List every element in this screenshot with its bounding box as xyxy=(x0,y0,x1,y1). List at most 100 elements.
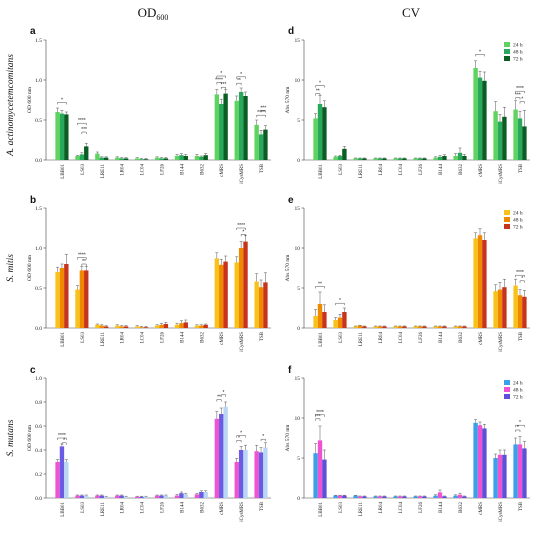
row-label-s-mutans: S. mutans xyxy=(6,419,16,456)
bar-cmrs-48h xyxy=(477,77,483,160)
bar-icysmrs-72h xyxy=(502,287,507,328)
y-tick-label: 0.0 xyxy=(35,158,42,164)
significance-bracket xyxy=(61,442,67,445)
x-category-label: cMRS xyxy=(220,164,225,177)
bar-lr04-72h xyxy=(123,158,129,160)
significance-bracket xyxy=(475,54,485,57)
bar-b632-48h xyxy=(457,494,463,498)
significance-bracket xyxy=(221,394,226,397)
y-tick-label: 10 xyxy=(295,78,301,84)
bar-b144-72h xyxy=(183,156,188,160)
x-category-label: B144 xyxy=(180,164,185,175)
significance-label: **** xyxy=(237,223,245,229)
bar-icysmrs-48h xyxy=(497,289,503,328)
bar-tsb-48h xyxy=(258,134,264,160)
bar-lbb01-24h xyxy=(55,112,60,160)
x-category-label: LRE11 xyxy=(359,164,364,179)
bar-lr04-48h xyxy=(377,326,383,328)
significance-bracket xyxy=(315,85,325,88)
bar-lf26-24h xyxy=(413,496,418,498)
significance-bracket xyxy=(216,399,222,402)
bar-lf26-72h xyxy=(163,324,169,328)
bar-tsb-72h xyxy=(263,129,268,160)
x-category-label: cMRS xyxy=(479,502,484,515)
bar-lr04-72h xyxy=(123,496,129,498)
x-category-label: LRE11 xyxy=(101,332,106,347)
bar-b632-72h xyxy=(462,156,467,160)
bar-lre11-72h xyxy=(362,158,367,160)
chart-panels: a 0.0 0.5 1.0 1.5 OD 600 nm LBB01 LS03 LRE11 LR04… xyxy=(27,26,530,522)
bar-lf26-72h xyxy=(163,495,169,498)
significance-label: *** xyxy=(220,82,226,88)
x-category-label: cMRS xyxy=(479,332,484,345)
bar-ls03-48h xyxy=(337,156,343,160)
y-tick-label: 1.5 xyxy=(35,38,42,44)
legend-swatch xyxy=(504,56,510,61)
y-tick-label: 0.8 xyxy=(35,400,42,406)
bar-lre11-48h xyxy=(99,157,104,160)
bar-lbb01-72h xyxy=(64,114,69,160)
bar-tsb-72h xyxy=(522,296,527,328)
x-category-label: B632 xyxy=(200,164,205,175)
bar-lc04-48h xyxy=(139,327,144,328)
bar-ls03-72h xyxy=(84,270,89,328)
bar-b632-24h xyxy=(194,325,200,328)
significance-label: *** xyxy=(315,414,321,420)
bar-lc04-48h xyxy=(139,159,144,160)
bar-cmrs-48h xyxy=(477,235,483,328)
bar-icysmrs-72h xyxy=(243,450,248,498)
x-category-label: LBB01 xyxy=(319,502,324,517)
significance-label: **** xyxy=(516,86,524,92)
bar-b632-48h xyxy=(199,156,204,160)
bar-ls03-48h xyxy=(337,495,343,498)
y-tick-label: 0 xyxy=(297,326,300,332)
bar-b144-48h xyxy=(179,323,184,328)
significance-bracket xyxy=(335,302,345,306)
x-category-label: B632 xyxy=(459,332,464,343)
bar-lf26-48h xyxy=(159,158,164,160)
bar-tsb-72h xyxy=(522,448,527,498)
x-category-label: iCysMRS xyxy=(499,502,504,522)
bar-lc04-72h xyxy=(402,496,407,498)
bar-lr04-48h xyxy=(119,326,124,328)
bar-lre11-24h xyxy=(95,324,100,328)
significance-label: **** xyxy=(316,410,324,416)
x-category-label: cMRS xyxy=(220,332,225,345)
bar-ls03-24h xyxy=(333,156,338,160)
bar-b144-72h xyxy=(183,322,188,328)
x-category-label: cMRS xyxy=(220,502,225,515)
x-category-label: LS03 xyxy=(81,332,86,343)
significance-bracket xyxy=(216,82,222,85)
significance-bracket xyxy=(57,102,67,105)
bar-lc04-72h xyxy=(402,158,407,160)
y-tick-label: 10 xyxy=(295,246,301,252)
x-category-label: TSB xyxy=(260,163,265,173)
x-category-label: LF26 xyxy=(419,502,424,513)
bar-b632-24h xyxy=(453,156,458,160)
x-category-label: LS03 xyxy=(339,502,344,513)
bar-icysmrs-72h xyxy=(502,454,507,498)
bar-icysmrs-24h xyxy=(493,111,498,160)
x-category-label: B144 xyxy=(180,332,185,343)
bar-lre11-24h xyxy=(353,326,358,328)
bar-cmrs-48h xyxy=(219,104,224,160)
x-category-label: LBB01 xyxy=(319,332,324,347)
bar-lf26-48h xyxy=(417,326,423,328)
bar-b144-72h xyxy=(183,494,188,498)
column-title-cv: CV xyxy=(402,5,421,20)
significance-bracket xyxy=(81,263,87,266)
bar-lbb01-72h xyxy=(322,312,327,328)
y-tick-label: 0.2 xyxy=(35,472,42,478)
bar-lc04-24h xyxy=(135,496,140,498)
bar-ls03-48h xyxy=(79,154,85,160)
bar-lre11-24h xyxy=(95,153,100,160)
bar-lre11-48h xyxy=(99,495,104,498)
bar-lc04-72h xyxy=(143,159,149,160)
bar-lr04-24h xyxy=(373,326,378,328)
legend-label: 24 h xyxy=(513,211,523,217)
significance-label: **** xyxy=(516,270,524,276)
bar-ls03-48h xyxy=(79,270,85,328)
bar-b632-72h xyxy=(203,155,208,160)
significance-bracket xyxy=(515,429,521,432)
